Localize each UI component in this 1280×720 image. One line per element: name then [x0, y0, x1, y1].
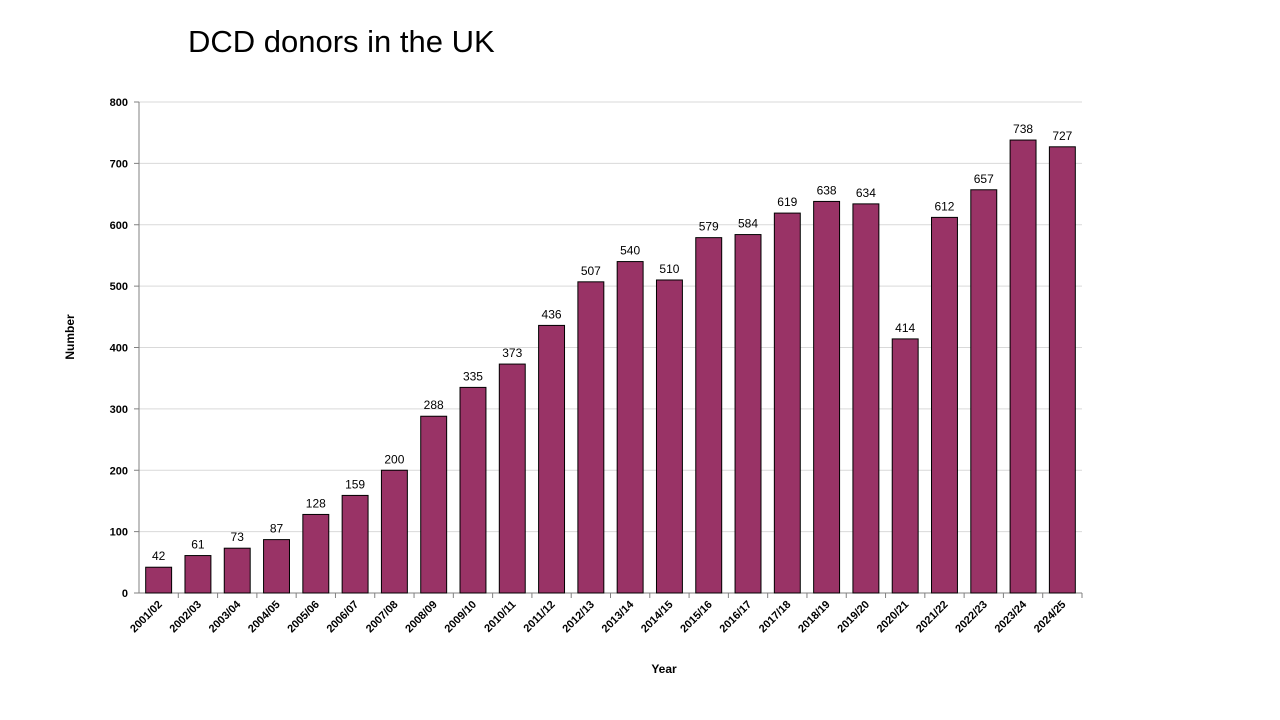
data-label: 335 — [463, 369, 483, 383]
x-axis-label: Year — [651, 662, 677, 676]
bar — [263, 539, 290, 594]
x-tick-label: 2004/05 — [246, 599, 283, 636]
bar — [577, 281, 605, 594]
x-tick-label: 2017/18 — [757, 599, 794, 636]
data-label: 584 — [738, 217, 758, 231]
x-tick-label: 2006/07 — [325, 599, 362, 636]
bar — [773, 212, 801, 594]
x-tick-label: 2016/17 — [718, 599, 755, 636]
bar — [420, 415, 448, 594]
data-label: 657 — [974, 172, 994, 186]
x-tick-label: 2015/16 — [678, 599, 715, 636]
data-label: 579 — [699, 220, 719, 234]
bar — [734, 234, 762, 594]
bar — [931, 216, 958, 594]
data-label: 414 — [895, 321, 915, 335]
x-tick-label: 2009/10 — [442, 599, 479, 636]
x-tick-label: 2020/21 — [875, 599, 912, 636]
data-label: 436 — [542, 307, 562, 321]
x-tick-label: 2010/11 — [482, 599, 518, 635]
data-label: 619 — [777, 195, 797, 209]
data-label: 73 — [231, 530, 245, 544]
bar — [1009, 139, 1037, 594]
bar — [655, 279, 683, 594]
x-tick-label: 2005/06 — [285, 599, 322, 636]
bar — [813, 200, 841, 594]
x-tick-label: 2014/15 — [639, 599, 676, 636]
x-tick-label: 2013/14 — [600, 598, 637, 635]
bar — [459, 386, 487, 594]
data-label: 612 — [934, 199, 954, 213]
data-label: 634 — [856, 186, 876, 200]
x-tick-label: 2011/12 — [522, 599, 558, 635]
data-label: 540 — [620, 244, 640, 258]
data-label: 200 — [384, 452, 404, 466]
x-tick-label: 2001/02 — [128, 599, 165, 636]
y-tick-label: 100 — [110, 527, 128, 539]
data-label: 128 — [306, 496, 326, 510]
bar — [852, 203, 880, 594]
data-label: 638 — [817, 183, 837, 197]
y-tick-label: 200 — [110, 465, 128, 477]
bar — [302, 513, 330, 594]
x-tick-label: 2023/24 — [993, 598, 1030, 635]
data-label: 373 — [502, 346, 522, 360]
x-tick-label: 2024/25 — [1032, 599, 1069, 636]
bar — [380, 469, 408, 594]
x-tick-label: 2003/04 — [207, 598, 244, 635]
data-label: 727 — [1052, 129, 1072, 143]
data-label: 738 — [1013, 122, 1033, 136]
data-label: 87 — [270, 522, 284, 536]
bar — [538, 324, 566, 594]
x-tick-label: 2007/08 — [364, 599, 401, 636]
x-tick-label: 2019/20 — [835, 599, 872, 636]
bar — [341, 494, 369, 594]
y-tick-label: 400 — [110, 343, 128, 355]
data-label: 42 — [152, 549, 166, 563]
y-axis-label: Number — [63, 314, 77, 360]
x-tick-label: 2002/03 — [167, 599, 204, 636]
y-tick-label: 700 — [110, 158, 128, 170]
data-label: 159 — [345, 477, 365, 491]
bar — [695, 237, 723, 594]
x-tick-label: 2008/09 — [403, 599, 440, 636]
bar — [498, 363, 526, 594]
bar — [1048, 146, 1076, 594]
bar — [970, 189, 998, 594]
data-label: 61 — [191, 538, 205, 552]
bar — [223, 547, 251, 594]
bar — [616, 261, 644, 594]
data-label: 288 — [424, 398, 444, 412]
data-label: 510 — [659, 262, 679, 276]
x-tick-label: 2022/23 — [953, 599, 990, 636]
y-tick-label: 500 — [110, 281, 128, 293]
y-tick-label: 600 — [110, 220, 128, 232]
data-label: 507 — [581, 264, 601, 278]
y-tick-label: 300 — [110, 404, 128, 416]
x-tick-label: 2018/19 — [796, 599, 833, 636]
chart-title: DCD donors in the UK — [188, 24, 495, 59]
x-tick-label: 2012/13 — [560, 599, 597, 636]
bar — [184, 555, 212, 594]
y-tick-label: 0 — [122, 588, 128, 600]
bar — [145, 566, 173, 594]
bar — [891, 338, 919, 594]
x-tick-label: 2021/22 — [914, 599, 951, 636]
y-tick-label: 800 — [110, 97, 128, 109]
